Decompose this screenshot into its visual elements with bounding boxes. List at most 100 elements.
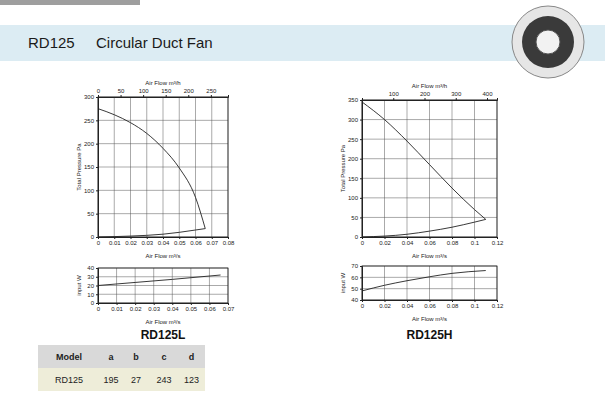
tick-mark (360, 289, 362, 290)
grid-line (98, 285, 228, 286)
tick: 30 (87, 274, 98, 280)
grid-line (98, 143, 228, 144)
tick-mark (360, 139, 362, 140)
chart-title: RD125H (406, 328, 452, 342)
tick: 300 (84, 94, 98, 100)
tick-mark (393, 98, 394, 100)
x2-axis: 050100150200250 (97, 88, 229, 98)
fan-icon (512, 6, 584, 78)
tick-mark (191, 303, 192, 305)
fan-ring (522, 16, 574, 68)
tick-mark (360, 198, 362, 199)
tick-mark (96, 286, 98, 287)
axis-line (360, 267, 363, 301)
tick-mark (385, 300, 386, 302)
plot-frame (98, 97, 228, 237)
grid-line (98, 190, 228, 191)
grid (98, 268, 228, 303)
plot-frame (362, 100, 497, 237)
plot-marks (98, 275, 221, 286)
tick-mark (430, 237, 431, 239)
axis-line (99, 238, 229, 240)
tick-mark (96, 294, 98, 295)
tick-label: 40 (87, 265, 94, 271)
tick: 0 (91, 300, 98, 306)
tick: 250 (84, 118, 98, 124)
plot-frame (362, 266, 497, 300)
chart: 00.010.020.030.040.050.060.07010203040Ai… (76, 265, 235, 342)
tick-mark (360, 159, 362, 160)
plot-marks (362, 271, 486, 291)
tick-label: 70 (351, 263, 358, 269)
tick-label: 0.03 (141, 240, 153, 246)
tick-mark (452, 300, 453, 302)
series-line (362, 102, 486, 219)
tick-label: 300 (451, 91, 462, 97)
tick: 0.02 (379, 300, 391, 309)
tick-label: 400 (482, 91, 493, 97)
grid-line (98, 167, 228, 168)
x2-axis-title: Air Flow m³/h (145, 80, 180, 86)
tick-mark (360, 237, 362, 238)
tick: 60 (351, 275, 362, 281)
tick: 0.02 (125, 237, 137, 246)
tick: 250 (206, 88, 217, 97)
tick-mark (117, 303, 118, 305)
series-line (98, 275, 221, 286)
tick: 0.01 (109, 237, 121, 246)
tick-label: 200 (84, 141, 95, 147)
tick-mark (143, 95, 144, 97)
tick: 20 (87, 283, 98, 289)
tick-mark (96, 268, 98, 269)
tick-label: 30 (87, 274, 94, 280)
tick: 40 (87, 265, 98, 271)
tick-mark (456, 98, 457, 100)
tick-label: 250 (206, 88, 217, 94)
y-axis-title: Total Pressure Pa (76, 143, 82, 191)
tick: 300 (348, 117, 362, 123)
tick-mark (131, 237, 132, 239)
series-line (362, 271, 486, 291)
tick-mark (135, 303, 136, 305)
tick: 100 (139, 88, 150, 97)
grid (98, 97, 228, 237)
tick: 0.06 (424, 237, 436, 246)
chart: 00.010.020.030.040.050.060.070.080501001… (76, 80, 235, 259)
tick: 0 (361, 300, 365, 309)
axis-line (99, 304, 229, 306)
axis-line (363, 238, 498, 240)
tick-label: 50 (351, 215, 358, 221)
tick-label: 0.04 (402, 240, 414, 246)
tick-label: 0 (97, 240, 101, 246)
tick-mark (96, 277, 98, 278)
y-axis: 050100150200250300350 (348, 97, 363, 240)
tick-mark (154, 303, 155, 305)
tick-mark (360, 120, 362, 121)
tick: 0.06 (424, 300, 436, 309)
tick-mark (166, 95, 167, 97)
grid-line (452, 266, 453, 300)
table-header-cell: c (161, 352, 166, 362)
tick: 100 (348, 195, 362, 201)
table-cell: 195 (103, 375, 118, 385)
tick-label: 0.12 (492, 303, 504, 309)
tick: 0.04 (402, 300, 414, 309)
tick-label: 150 (84, 164, 95, 170)
tick-mark (96, 237, 98, 238)
tick: 50 (351, 286, 362, 292)
tick-label: 0.08 (223, 240, 235, 246)
table-cell: RD125 (55, 375, 83, 385)
tick-mark (96, 214, 98, 215)
tick: 50 (351, 215, 362, 221)
tick: 0 (97, 237, 101, 246)
table-header-cell: b (133, 352, 139, 362)
tick-label: 0.1 (471, 303, 480, 309)
tick-label: 40 (351, 297, 358, 303)
tick: 0.12 (492, 237, 504, 246)
tick: 0.04 (158, 237, 170, 246)
tick-mark (407, 237, 408, 239)
tick-label: 0.1 (471, 240, 480, 246)
tick-mark (98, 95, 99, 97)
tick-mark (360, 266, 362, 267)
tick: 0.03 (148, 303, 160, 312)
